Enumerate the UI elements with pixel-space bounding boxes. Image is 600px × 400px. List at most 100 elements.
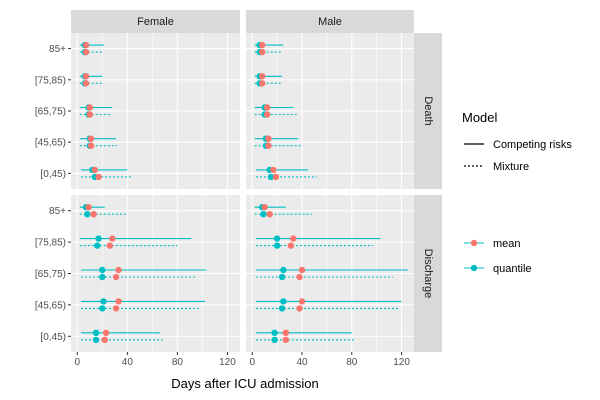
estimate-85-mixture-mean-point xyxy=(82,48,90,56)
estimate-85-competing-risks-mean-point xyxy=(82,41,90,49)
estimate-45-65-mixture-mean-point xyxy=(112,305,120,312)
y-tick-label-death-65-75: [65,75) xyxy=(35,107,66,118)
x-tick-label-male-80: 80 xyxy=(346,357,358,368)
x-tick-label-female-40: 40 xyxy=(122,357,134,368)
estimate-0-45-competing-risks-quantile-point xyxy=(271,329,278,336)
y-tick-label-death-85: 85+ xyxy=(49,44,66,55)
panels-layer xyxy=(71,33,414,352)
x-tick-label-male-40: 40 xyxy=(296,357,308,368)
estimate-0-45-mixture-mean-point xyxy=(95,173,102,181)
estimate-45-65-mixture-mean-point xyxy=(87,142,95,149)
estimate-0-45-mixture-quantile-point xyxy=(271,336,278,343)
strip-death xyxy=(414,33,442,189)
estimate-0-45-mixture-mean-point xyxy=(101,336,109,343)
strip-female xyxy=(71,10,240,33)
estimate-75-85-mixture-mean-point xyxy=(287,242,294,249)
estimate-75-85-competing-risks-quantile-point xyxy=(273,235,281,242)
estimate-75-85-competing-risks-mean-point xyxy=(258,73,266,80)
estimate-65-75-mixture-quantile-point xyxy=(99,273,106,281)
estimate-45-65-mixture-mean-point xyxy=(296,305,303,312)
estimate-45-65-competing-risks-mean-point xyxy=(265,135,272,142)
x-tick-label-female-0: 0 xyxy=(74,357,80,368)
estimate-65-75-mixture-mean-point xyxy=(112,273,120,281)
panel-discharge-female xyxy=(71,195,240,352)
estimate-65-75-mixture-mean-point xyxy=(86,111,93,118)
estimate-45-65-competing-risks-mean-point xyxy=(298,298,306,305)
legend-key-point-quantile xyxy=(470,264,478,272)
estimate-65-75-competing-risks-mean-point xyxy=(86,104,93,111)
legend-label-competing-risks: Competing risks xyxy=(493,139,572,151)
estimate-65-75-competing-risks-quantile-point xyxy=(280,266,287,274)
strips-layer: Female Male Death Discharge xyxy=(71,10,442,352)
y-tick-label-discharge-0-45: [0,45) xyxy=(40,332,66,343)
estimate-45-65-mixture-quantile-point xyxy=(99,305,106,312)
panel-discharge-male xyxy=(246,195,414,352)
y-tick-label-death-0-45: [0,45) xyxy=(40,169,66,180)
y-tick-label-discharge-45-65: [45,65) xyxy=(35,300,66,311)
estimate-85-mixture-quantile-point xyxy=(260,211,267,218)
estimate-45-65-competing-risks-quantile-point xyxy=(100,298,107,305)
legend-key-point-mean xyxy=(470,239,478,247)
x-tick-label-male-120: 120 xyxy=(393,357,410,368)
estimate-85-competing-risks-mean-point xyxy=(258,41,266,49)
estimate-0-45-mixture-quantile-point xyxy=(92,336,100,343)
y-axis: 85+ [75,85) [65,75) [45,65) [0,45) 85+ [75,85)… xyxy=(35,44,71,343)
estimate-0-45-mixture-mean-point xyxy=(272,173,280,181)
estimate-0-45-competing-risks-mean-point xyxy=(102,329,110,336)
estimate-0-45-competing-risks-mean-point xyxy=(91,166,98,174)
estimate-75-85-mixture-quantile-point xyxy=(94,242,101,249)
estimate-65-75-mixture-quantile-point xyxy=(278,273,286,281)
estimate-85-competing-risks-mean-point xyxy=(261,204,268,211)
estimate-85-mixture-mean-point xyxy=(258,48,266,56)
panel-death-male xyxy=(246,33,414,189)
strip-male xyxy=(246,10,414,33)
estimate-75-85-mixture-quantile-point xyxy=(273,242,281,249)
estimate-65-75-mixture-mean-point xyxy=(263,111,271,118)
estimate-65-75-competing-risks-mean-point xyxy=(115,266,122,274)
estimate-85-competing-risks-mean-point xyxy=(85,204,92,211)
estimate-45-65-mixture-mean-point xyxy=(265,142,272,149)
legend: Model Competing risks Mixture mean quantile xyxy=(462,110,572,275)
x-tick-label-female-80: 80 xyxy=(172,357,184,368)
estimate-85-mixture-mean-point xyxy=(90,211,97,218)
estimate-65-75-competing-risks-quantile-point xyxy=(99,266,106,274)
estimate-65-75-mixture-mean-point xyxy=(296,273,303,281)
x-axis-title: Days after ICU admission xyxy=(171,376,318,391)
legend-label-quantile: quantile xyxy=(493,263,532,275)
estimate-0-45-mixture-mean-point xyxy=(282,336,290,343)
strip-label-female: Female xyxy=(137,16,174,28)
estimate-75-85-mixture-mean-point xyxy=(106,242,114,249)
strip-label-male: Male xyxy=(318,16,342,28)
estimate-0-45-competing-risks-quantile-point xyxy=(92,329,100,336)
estimate-75-85-competing-risks-mean-point xyxy=(82,73,90,80)
estimate-85-mixture-mean-point xyxy=(266,211,273,218)
y-tick-label-discharge-65-75: [65,75) xyxy=(35,269,66,280)
x-axis: 0 40 80 120 0 40 80 120 xyxy=(74,352,410,368)
legend-title-model: Model xyxy=(462,110,498,125)
y-tick-label-discharge-85: 85+ xyxy=(49,206,66,217)
estimate-0-45-competing-risks-mean-point xyxy=(270,166,277,174)
estimate-0-45-mixture-quantile-point xyxy=(267,173,275,181)
estimate-75-85-competing-risks-mean-point xyxy=(109,235,116,242)
strip-label-discharge: Discharge xyxy=(422,249,434,299)
y-tick-label-death-75-85: [75,85) xyxy=(35,75,66,86)
estimate-75-85-competing-risks-mean-point xyxy=(290,235,297,242)
estimate-45-65-competing-risks-quantile-point xyxy=(280,298,287,305)
legend-label-mixture: Mixture xyxy=(493,161,529,173)
estimate-45-65-competing-risks-mean-point xyxy=(87,135,95,142)
panel-death-female xyxy=(71,33,240,189)
estimate-45-65-competing-risks-mean-point xyxy=(115,298,122,305)
y-tick-label-discharge-75-85: [75,85) xyxy=(35,238,66,249)
legend-label-mean: mean xyxy=(493,238,521,250)
y-tick-label-death-45-65: [45,65) xyxy=(35,138,66,149)
estimate-85-mixture-quantile-point xyxy=(84,211,91,218)
estimate-0-45-competing-risks-mean-point xyxy=(282,329,290,336)
estimate-65-75-competing-risks-mean-point xyxy=(263,104,271,111)
strip-label-death: Death xyxy=(422,96,434,125)
estimate-45-65-mixture-quantile-point xyxy=(278,305,286,312)
estimate-65-75-competing-risks-mean-point xyxy=(298,266,306,274)
strip-discharge xyxy=(414,195,442,352)
estimate-75-85-mixture-mean-point xyxy=(82,80,90,87)
estimate-75-85-competing-risks-quantile-point xyxy=(95,235,102,242)
